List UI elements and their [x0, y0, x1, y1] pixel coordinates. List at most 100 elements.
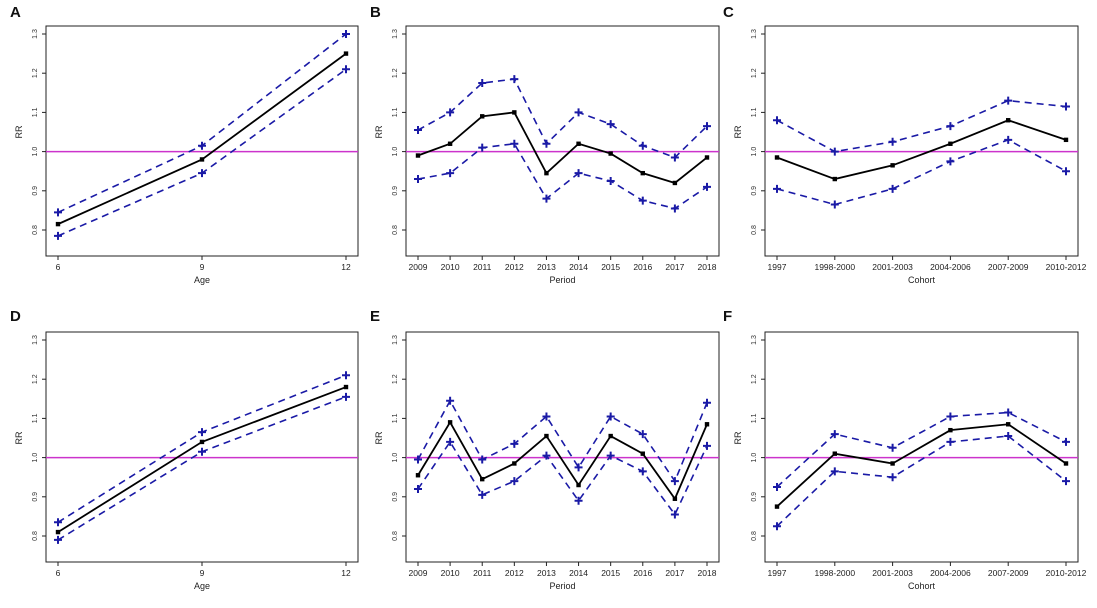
- lower-bound-point-f: [830, 467, 839, 476]
- x-tick-label-e: 2011: [473, 568, 492, 578]
- lower-line-e: [417, 440, 708, 516]
- y-tick-label-d: 1.0: [32, 453, 39, 463]
- x-tick-label-c: 2010-2012: [1046, 262, 1087, 272]
- lower-bound-point-e: [606, 451, 615, 460]
- estimate-point-f: [948, 427, 953, 433]
- estimate-point-e: [672, 496, 678, 501]
- x-tick-label-c: 1997: [768, 262, 787, 272]
- lower-bound-point-e: [574, 496, 583, 505]
- x-tick-label-d: 9: [200, 568, 205, 578]
- x-tick-label-b: 2016: [633, 262, 652, 272]
- estimate-point-e: [640, 451, 645, 456]
- lower-bound-point-e: [510, 477, 519, 486]
- x-axis-label-f: Cohort: [908, 581, 936, 591]
- lower-bound-point-d: [342, 392, 350, 401]
- lower-bound-point-b: [510, 139, 519, 148]
- y-tick-label-b: 0.9: [392, 186, 399, 196]
- lower-bound-point-f: [946, 437, 955, 446]
- x-tick-label-e: 2014: [569, 568, 588, 578]
- x-tick-label-c: 1998-2000: [814, 262, 855, 272]
- lower-bound-point-e: [414, 484, 422, 493]
- lower-bound-point-b: [574, 169, 583, 178]
- estimate-point-f: [832, 451, 837, 456]
- y-axis-label-d: RR: [14, 431, 24, 444]
- estimate-point-f: [774, 504, 780, 509]
- y-tick-label-a: 1.1: [32, 107, 39, 117]
- lower-bound-point-e: [670, 510, 679, 519]
- upper-bound-point-b: [703, 122, 711, 131]
- estimate-line-a: [57, 52, 347, 225]
- upper-bound-point-f: [830, 430, 839, 439]
- upper-bound-point-e: [478, 455, 487, 464]
- estimate-point-a: [343, 51, 349, 56]
- upper-bound-point-e: [446, 396, 455, 405]
- x-tick-label-f: 2001-2003: [872, 568, 913, 578]
- x-axis-label-e: Period: [549, 581, 575, 591]
- y-axis-label-f: RR: [733, 431, 743, 444]
- x-tick-label-e: 2010: [441, 568, 460, 578]
- estimate-point-a: [55, 221, 61, 227]
- y-tick-label-d: 1.3: [32, 335, 39, 345]
- lower-bound-point-a: [54, 231, 62, 240]
- x-tick-label-f: 1997: [768, 568, 787, 578]
- lower-bound-point-b: [606, 177, 615, 185]
- estimate-point-d: [55, 529, 61, 535]
- y-tick-label-c: 0.8: [751, 225, 758, 235]
- lower-bound-point-b: [478, 143, 487, 152]
- estimate-point-d: [199, 439, 205, 445]
- x-axis-label-a: Age: [194, 275, 210, 285]
- y-tick-label-c: 1.3: [751, 29, 758, 39]
- lower-bound-point-e: [638, 467, 647, 476]
- y-tick-label-b: 1.1: [392, 107, 399, 117]
- upper-bound-point-b: [542, 139, 551, 148]
- x-tick-label-c: 2007-2009: [988, 262, 1029, 272]
- upper-bound-point-f: [888, 443, 897, 452]
- lower-line-c: [776, 138, 1067, 206]
- estimate-line-f: [776, 423, 1067, 508]
- lower-bound-point-e: [542, 451, 551, 460]
- x-tick-label-b: 2013: [537, 262, 556, 272]
- x-tick-label-f: 2007-2009: [988, 568, 1029, 578]
- upper-bound-point-f: [1062, 437, 1070, 446]
- x-tick-label-f: 2004-2006: [930, 568, 971, 578]
- lower-bound-point-b: [670, 204, 679, 213]
- lower-line-d: [57, 396, 347, 541]
- upper-bound-point-e: [670, 477, 679, 486]
- x-tick-label-b: 2015: [601, 262, 620, 272]
- lower-line-f: [776, 435, 1067, 527]
- estimate-point-c: [774, 155, 780, 160]
- x-tick-label-f: 2010-2012: [1046, 568, 1087, 578]
- y-tick-label-d: 0.8: [32, 531, 39, 541]
- x-axis-label-b: Period: [549, 275, 575, 285]
- x-tick-label-b: 2018: [698, 262, 717, 272]
- y-tick-label-e: 0.8: [392, 531, 399, 541]
- y-tick-label-c: 0.9: [751, 186, 758, 196]
- upper-bound-point-c: [773, 116, 781, 125]
- y-tick-label-d: 1.2: [32, 374, 39, 384]
- x-tick-label-f: 1998-2000: [814, 568, 855, 578]
- x-tick-label-e: 2013: [537, 568, 556, 578]
- panel-label-d: D: [10, 308, 21, 325]
- lower-bound-point-f: [1062, 477, 1070, 486]
- x-tick-label-a: 6: [56, 262, 61, 272]
- y-tick-label-a: 0.9: [32, 186, 39, 196]
- estimate-line-c: [776, 119, 1067, 180]
- estimate-point-c: [1006, 118, 1011, 123]
- upper-line-a: [57, 33, 347, 214]
- y-tick-label-b: 1.2: [392, 68, 399, 78]
- upper-bound-point-b: [510, 75, 519, 84]
- upper-bound-point-b: [670, 153, 679, 162]
- y-tick-label-f: 1.2: [751, 374, 758, 384]
- estimate-point-e: [544, 433, 549, 439]
- y-axis-label-c: RR: [733, 125, 743, 138]
- upper-bound-point-a: [342, 30, 350, 38]
- estimate-point-f: [1063, 461, 1069, 466]
- x-tick-label-e: 2012: [505, 568, 524, 578]
- y-tick-label-c: 1.1: [751, 107, 758, 117]
- estimate-point-e: [576, 482, 581, 488]
- upper-bound-point-c: [1004, 96, 1013, 105]
- lower-bound-point-e: [478, 490, 487, 499]
- x-tick-label-c: 2004-2006: [930, 262, 971, 272]
- upper-bound-point-a: [54, 208, 62, 217]
